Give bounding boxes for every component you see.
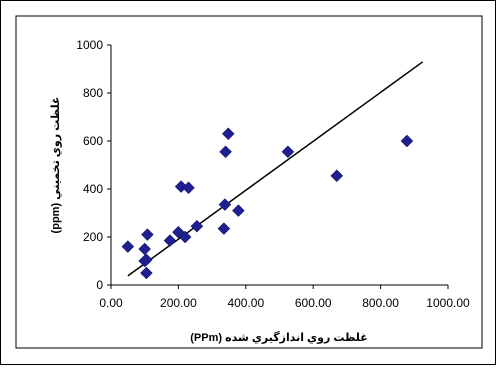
y-tick-label: 400 — [83, 182, 103, 196]
x-tick-label: 600.00 — [295, 296, 332, 310]
data-point-marker — [163, 234, 177, 247]
y-tick-label: 800 — [83, 86, 103, 100]
data-point-marker — [281, 145, 295, 159]
y-axis-title: غلظت روي تخميني (ppm) — [50, 97, 62, 234]
chart-area-border — [15, 15, 483, 349]
data-point-marker — [219, 145, 232, 159]
y-tick-label: 0 — [96, 278, 103, 292]
data-point-marker — [217, 222, 231, 235]
data-point-marker — [400, 134, 414, 148]
x-tick-label: 200.00 — [160, 296, 197, 310]
x-tick-label: 1000.00 — [426, 296, 470, 310]
x-tick-label: 400.00 — [227, 296, 264, 310]
y-tick-label: 600 — [83, 134, 103, 148]
data-points — [121, 127, 414, 280]
data-point-marker — [218, 198, 232, 211]
data-point-marker — [178, 230, 192, 244]
data-point-marker — [140, 266, 153, 280]
data-point-marker — [232, 204, 245, 217]
x-tick-label: 800.00 — [362, 296, 399, 310]
trendline-layer — [127, 61, 424, 277]
data-point-marker — [182, 181, 195, 195]
y-axis-ticks: 0 200 400 600 800 1000 — [76, 38, 111, 292]
data-point-marker — [138, 242, 152, 256]
data-point-marker — [141, 228, 154, 241]
x-axis-title: غلظت روي اندازگيري شده (PPm) — [190, 331, 367, 344]
data-point-marker — [330, 169, 344, 183]
x-axis-ticks: 0.00 200.00 400.00 600.00 800.00 1000.00 — [99, 285, 470, 310]
data-point-marker — [140, 253, 153, 267]
data-point-marker — [221, 127, 235, 141]
scatter-chart: 0 200 400 600 800 1000 0.00 200.00 400.00 600.00… — [15, 15, 483, 349]
data-point-marker — [121, 240, 135, 253]
data-point-marker — [190, 219, 204, 233]
y-tick-label: 200 — [83, 230, 103, 244]
x-tick-label: 0.00 — [99, 296, 123, 310]
trendline — [127, 61, 424, 277]
y-tick-label: 1000 — [76, 38, 103, 52]
